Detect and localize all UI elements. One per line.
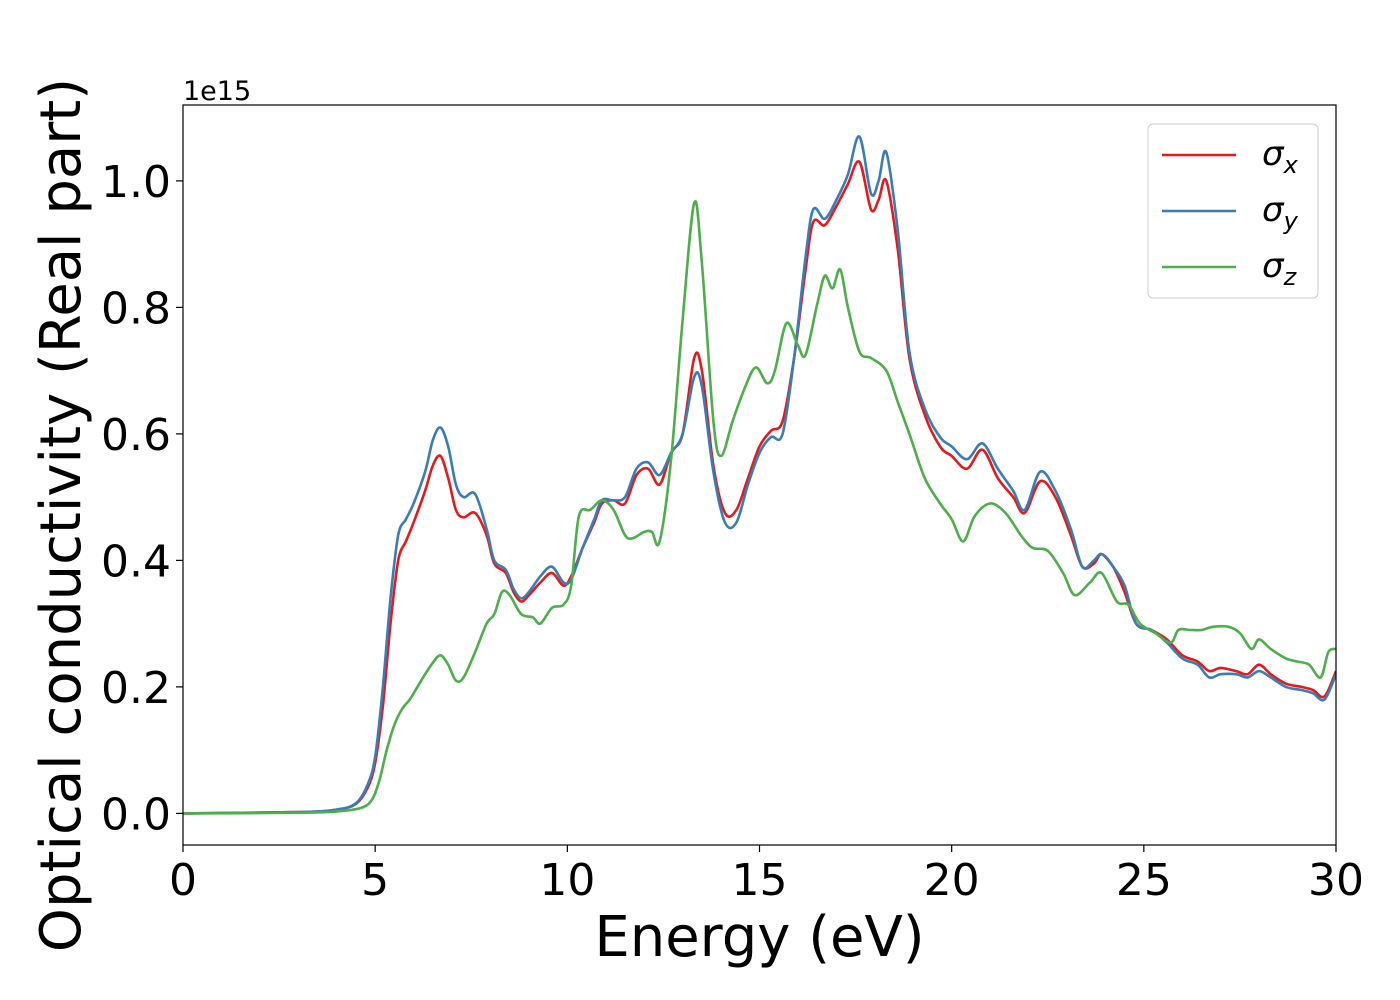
- x-tick-label: 5: [361, 855, 389, 906]
- series-line-sigma-y: [183, 135, 1336, 815]
- x-tick-label: 20: [924, 855, 980, 906]
- series-line-sigma-z: [183, 200, 1336, 815]
- series-layer: [183, 135, 1336, 815]
- y-tick-label: 0.8: [101, 283, 171, 334]
- x-axis-label: Energy (eV): [594, 905, 924, 970]
- x-tick-label: 15: [732, 855, 788, 906]
- x-tick-label: 10: [539, 855, 595, 906]
- y-offset-label: 1e15: [183, 76, 251, 107]
- ticks-layer: 0 5 10 15 20 25 30 0.0 0.2 0.4 0.6 0.8 1.0: [101, 157, 1364, 906]
- y-tick-label: 1.0: [101, 157, 171, 208]
- y-tick-label: 0.2: [101, 663, 171, 714]
- x-tick-label: 30: [1308, 855, 1364, 906]
- x-tick-label: 25: [1116, 855, 1172, 906]
- y-tick-label: 0.6: [101, 410, 171, 461]
- y-tick-label: 0.0: [101, 789, 171, 840]
- x-tick-label: 0: [169, 855, 197, 906]
- y-axis-label: Optical conductivity (Real part): [29, 78, 94, 952]
- y-tick-label: 0.4: [101, 536, 171, 587]
